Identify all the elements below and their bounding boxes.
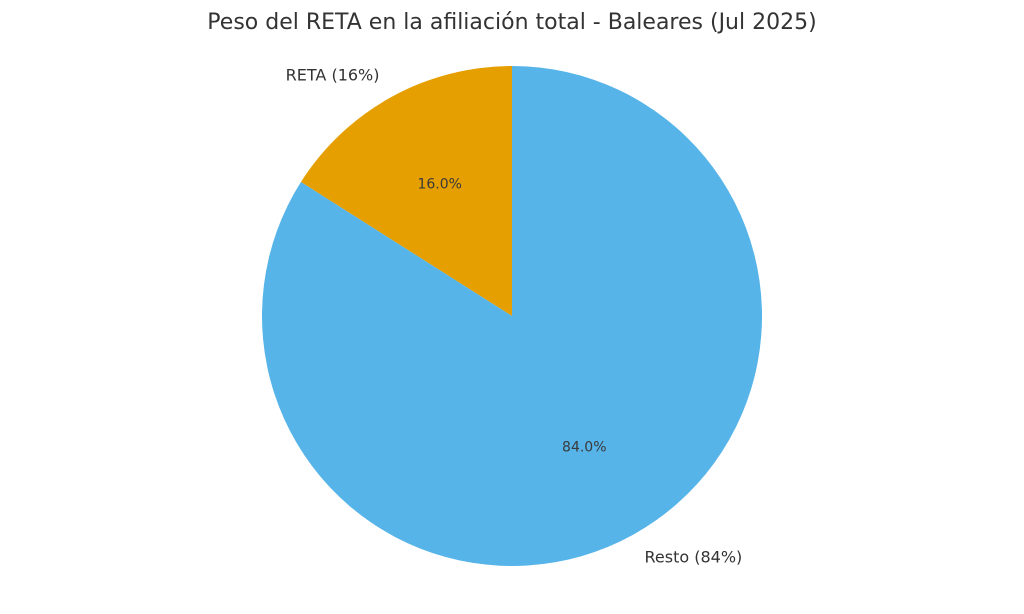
slice-label-reta: RETA (16%) [286, 66, 380, 85]
pie-slice-resto [261, 66, 762, 566]
pct-label-resto: 84.0% [562, 439, 606, 455]
chart-title: Peso del RETA en la afiliación total - B… [207, 10, 817, 35]
pie-slice-reta [300, 66, 512, 316]
pct-label-reta: 16.0% [417, 177, 461, 193]
slice-label-resto: Resto (84%) [645, 548, 743, 567]
